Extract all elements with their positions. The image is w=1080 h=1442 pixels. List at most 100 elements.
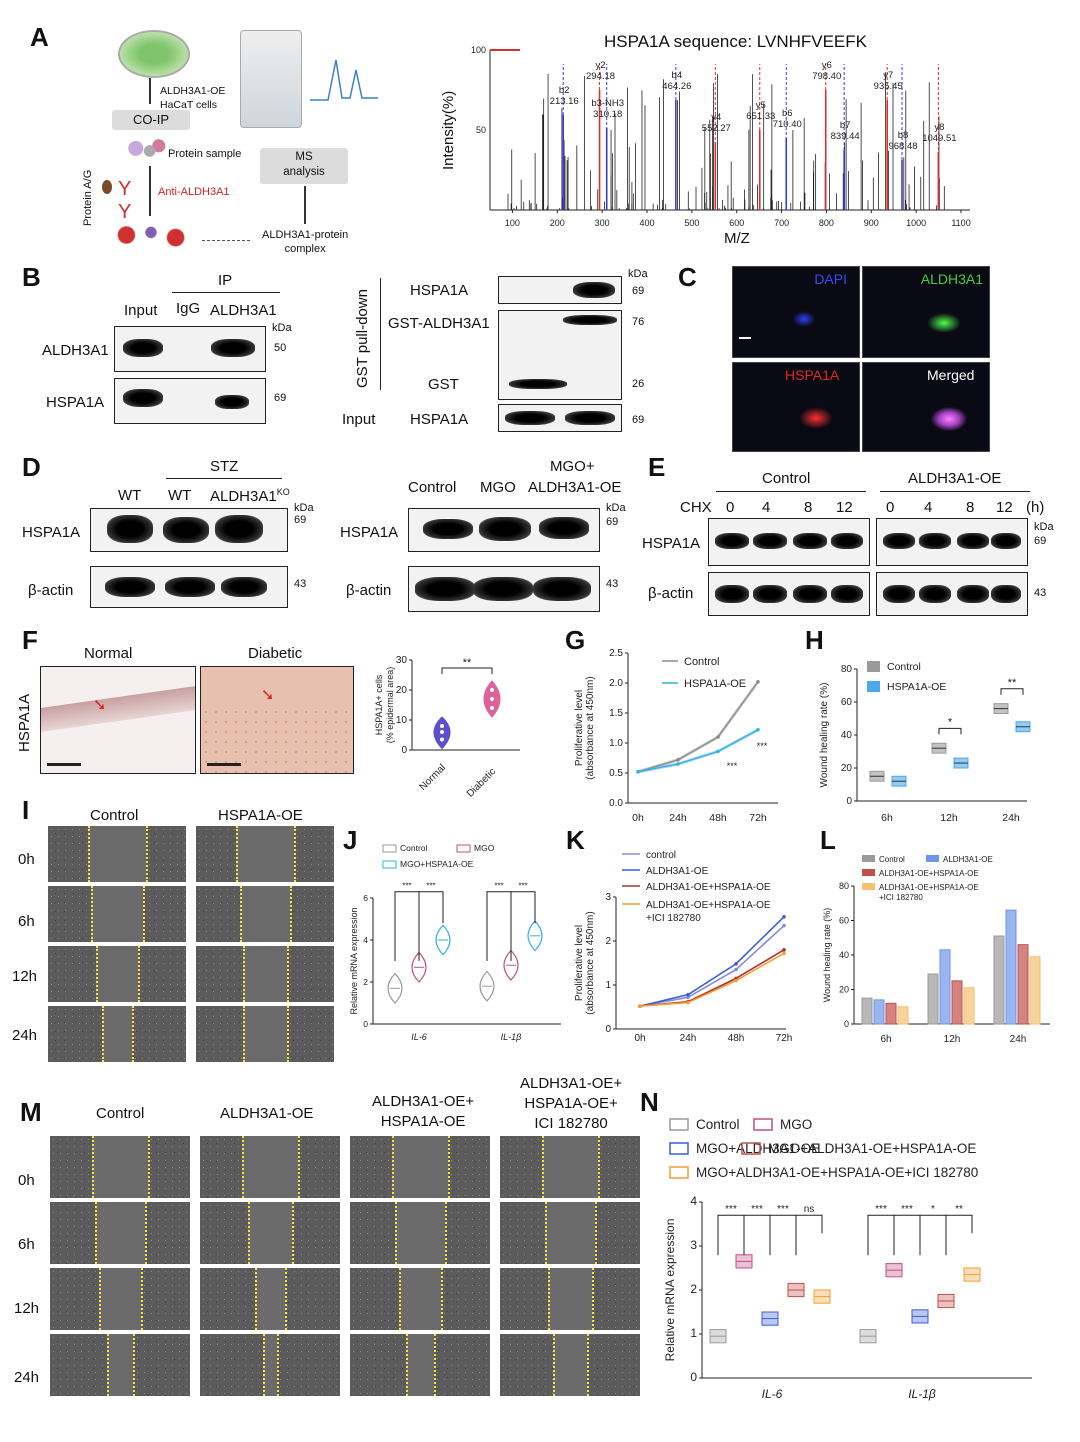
legend-swatch [926,855,939,862]
x-tick: 800 [819,218,834,228]
ion-label: y5 [756,100,766,111]
x-tick: 48h [728,1033,745,1044]
blot-e2-actin [876,572,1028,616]
y-tick: 1 [690,1326,697,1340]
legend-label: Control [684,656,719,668]
bar [861,997,873,1025]
cells-label: ALDH3A1-OE HaCaT cells [160,85,226,111]
ion-label: 798.40 [812,71,841,82]
legend-swatch [862,855,875,862]
sig-bracket [919,1214,947,1256]
series-line [637,729,759,773]
ion-label: b8 [898,130,909,141]
y-tick: 2 [690,1282,697,1296]
panel-label-d: D [22,452,41,482]
y-tick: 40 [839,950,849,960]
panel-label-c: C [678,262,697,292]
blot-d1-hspa [90,508,288,552]
ion-label: 552.27 [702,123,731,134]
x-tick: 700 [774,218,789,228]
bar [1017,944,1029,1025]
violin-shape [503,949,519,981]
blot-e1-hspa [708,518,870,566]
sig-bracket [867,1214,895,1256]
chromatogram-icon [310,59,378,101]
blot-d2-actin [408,566,600,612]
sig-bracket [510,891,536,961]
ion-label: b3-NH3 [591,98,624,109]
violin-shape [411,951,427,983]
sig-label: ** [955,1204,963,1215]
wound-image [500,1268,640,1330]
legend-label: ALDH3A1-OE+HSPA1A-OE [646,882,771,893]
x-tick: 0h [632,812,644,824]
legend-swatch [669,1166,689,1179]
sig-label: ns [804,1204,815,1215]
y-axis-label: (% epidermal area) [385,667,395,744]
y-tick: 60 [839,916,849,926]
legend-label: Control [696,1117,740,1132]
x-tick: 6h [881,812,893,824]
row-hspa-label: HSPA1A [46,394,105,411]
bar [993,935,1005,1025]
legend-swatch [741,1142,761,1155]
y-tick: 1.5 [609,708,623,719]
bar [873,999,885,1025]
sig-label: *** [518,882,527,891]
arrow-icon: ➘ [261,687,275,704]
control-label: Control [762,470,811,487]
data-point [440,724,444,728]
bar [927,973,939,1025]
y-axis-label: Proliferative level [574,925,585,1001]
aldh-image: ALDH3A1 [862,266,990,358]
time-label: 12 [836,499,853,516]
legend-label: MGO+ALDH3A1-OE+HSPA1A-OE+ICI 182780 [696,1165,978,1180]
ion-label: 710.40 [773,119,802,130]
row-hspa-label: HSPA1A [340,524,399,541]
legend-label: ALDH3A1-OE+HSPA1A-OE [646,900,771,911]
wound-image [350,1136,490,1198]
panel-label-f: F [22,625,38,655]
spectrum-title: HSPA1A sequence: LVNHFVEEFK [604,32,867,51]
series-line [639,916,785,1007]
ion-label: y4 [711,112,721,123]
sig-bracket [441,667,493,674]
x-tick: IL-1β [501,1032,522,1042]
chart-j-violin: 0 2 4 6 Relative mRNA expression Control MGOMG… [349,843,561,1042]
legend-label: MGO+ALDH3A1-OE+HSPA1A-OE [768,1141,976,1156]
data-point [716,749,720,754]
ion-label: 935.45 [874,81,903,92]
bar [939,949,951,1025]
aldhoe-label: ALDH3A1-OE [908,470,1002,487]
legend-label: HSPA1A-OE [887,681,946,693]
sig-bracket [394,891,420,961]
x-tick: Normal [418,762,449,793]
y-tick: 0 [844,1019,849,1029]
legend-label: Control [879,855,905,864]
y-tick: 60 [841,697,853,708]
complex-label: ALDH3A1-protein complex [262,229,349,255]
chart-h-box: 0 20 40 60 80 Wound healing rate (%) 6h 12h 24h C… [819,661,1031,824]
wound-image [200,1334,340,1396]
arrow-down-icon [149,166,151,216]
ion-label: b4 [672,70,683,81]
chart-f-violin: 0 10 20 30 HSPA1A+ cells (% epidermal area) No… [374,655,520,800]
panel-label-h: H [805,625,824,655]
legend-label: Control [400,843,428,853]
panel-label-a: A [30,22,49,52]
data-point [490,706,494,710]
time-label: 0h [18,1172,35,1189]
mw-50: 50 [274,342,287,354]
time-label: 24h [14,1369,40,1386]
y-axis-label: HSPA1A+ cells [374,674,384,735]
sig-label: *** [725,1204,737,1215]
wound-image [200,1268,340,1330]
ion-label: y6 [822,60,832,71]
wound-image [500,1136,640,1198]
x-tick: 72h [776,1033,793,1044]
data-point [440,737,444,742]
time-label: 0h [18,851,35,868]
gst-row-hspa: HSPA1A [410,282,469,299]
x-tick: 24h [680,1033,697,1044]
y-tick: 0.5 [609,768,623,779]
